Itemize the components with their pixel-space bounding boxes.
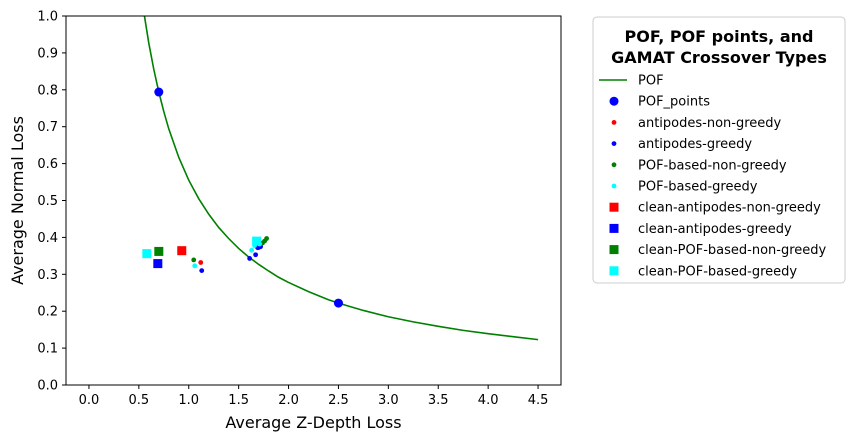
legend-marker-clean-antipodes-non-greedy [609,202,619,212]
x-tick-label: 2.5 [328,393,349,408]
plot-frame [65,15,562,386]
clean-POF-based-greedy-point [252,236,262,246]
axes: 0.0 0.5 1.0 1.5 2.0 2.5 3.0 3.5 4.0 4.5 0.0 0.1 0.2 0… [8,10,562,432]
x-tick-label: 3.5 [428,393,449,408]
x-axis-label: Average Z-Depth Loss [225,413,401,432]
x-tick-label: 4.5 [528,393,549,408]
y-tick-label: 0.5 [37,194,58,209]
y-tick-label: 0.3 [37,268,58,283]
y-tick-label: 1.0 [37,10,58,25]
legend-title-line: POF, POF points, and [625,27,814,46]
x-tick-label: 0.0 [79,393,100,408]
legend-marker-clean-POF-based-non-greedy [609,245,619,255]
legend-entry-label: antipodes-greedy [638,137,752,152]
x-tick-label: 2.0 [278,393,299,408]
legend-marker-antipodes-greedy [611,141,617,147]
clean-POF-based-non-greedy-point [154,246,164,256]
legend-entry-label: POF [638,74,664,89]
legend-entry-label: clean-antipodes-greedy [638,222,792,237]
antipodes-greedy-point [247,256,253,261]
x-tick-label: 4.0 [478,393,499,408]
antipodes-greedy-point [253,252,259,258]
legend-title-line: GAMAT Crossover Types [611,48,827,67]
POF_points-point [333,298,343,308]
y-tick-label: 0.8 [37,83,58,98]
y-tick-label: 0.1 [37,342,58,357]
POF-based-greedy-point [192,263,198,269]
clean-POF-based-greedy-point [142,249,152,259]
plot-area [142,16,539,341]
antipodes-non-greedy-point [198,260,204,265]
pof-curve-line [143,16,539,341]
y-axis-label: Average Normal Loss [8,116,27,285]
legend-entry-label: antipodes-non-greedy [638,116,782,131]
legend-marker-antipodes-non-greedy [611,120,617,125]
antipodes-greedy-point [199,268,205,274]
y-tick-label: 0.9 [37,46,58,61]
legend-entry-label: clean-antipodes-non-greedy [638,201,821,216]
x-tick-label: 0.5 [129,393,150,408]
y-tick-label: 0.7 [37,120,58,135]
legend: POF, POF points, and GAMAT Crossover Type… [592,16,846,284]
legend-box [592,16,846,284]
legend-marker-POF-based-non-greedy [611,162,617,168]
x-tick-label: 1.0 [178,393,199,408]
y-tick-label: 0.0 [37,379,58,394]
clean-antipodes-non-greedy-point [177,246,187,256]
legend-marker-clean-antipodes-greedy [609,223,619,233]
legend-entry-label: POF_points [638,95,710,110]
x-tick-label: 3.0 [378,393,399,408]
legend-entry-label: POF-based-greedy [638,180,758,195]
y-tick-label: 0.2 [37,305,58,320]
y-tick-label: 0.6 [37,157,58,172]
legend-entry-label: POF-based-non-greedy [638,158,787,173]
POF-based-non-greedy-point [264,236,269,241]
legend-marker-POF_points [609,96,619,106]
clean-antipodes-greedy-point [153,259,163,269]
legend-marker-clean-POF-based-greedy [609,266,619,276]
POF_points-point [154,87,164,97]
legend-marker-POF-based-greedy [611,183,617,189]
y-tick-label: 0.4 [37,231,58,246]
x-tick-label: 1.5 [228,393,249,408]
legend-entry-label: clean-POF-based-non-greedy [638,243,827,258]
POF-based-greedy-point [249,247,255,253]
POF-based-non-greedy-point [191,257,197,263]
legend-entry-label: clean-POF-based-greedy [638,264,797,279]
